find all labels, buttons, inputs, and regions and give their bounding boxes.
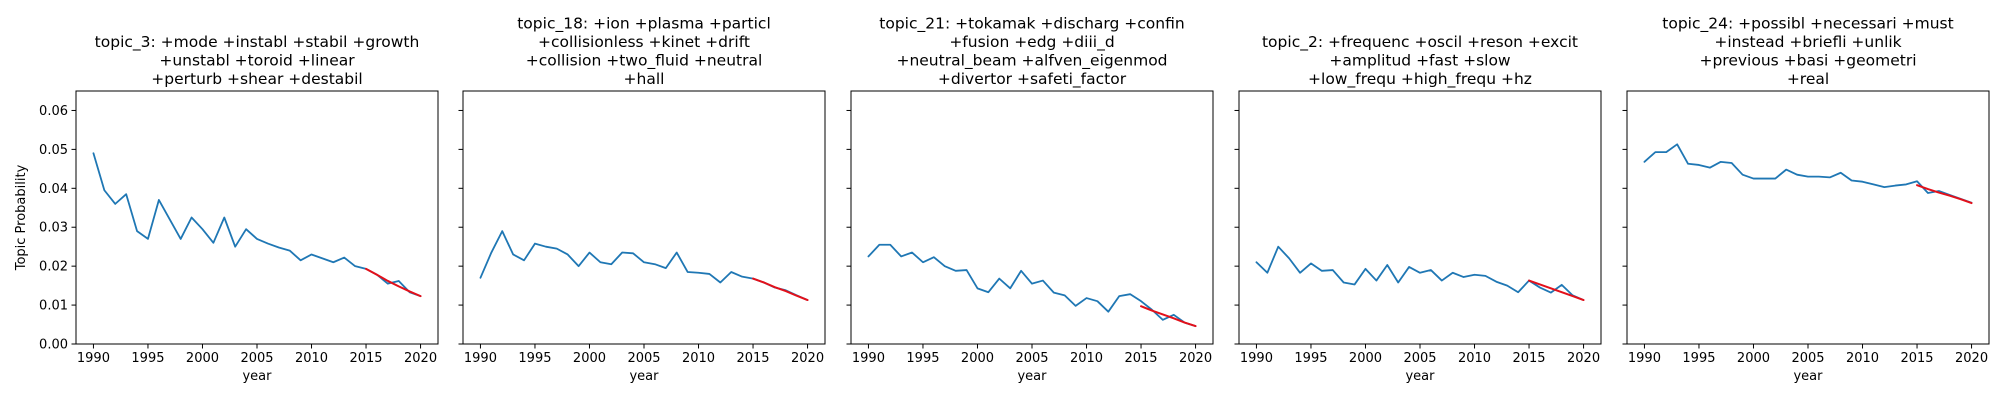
axes-frame	[75, 90, 439, 345]
x-tick-label: 1990	[852, 351, 885, 366]
x-tick-label: 2005	[627, 351, 660, 366]
series-line-trend	[1528, 279, 1585, 302]
axes-frame	[1626, 90, 1990, 345]
series-line-observed	[1643, 143, 1973, 204]
x-tick-label: 1990	[1240, 351, 1273, 366]
y-tick-label: 0.00	[39, 338, 68, 353]
panel-5: topic_24: +possibl +necessari +must+inst…	[1622, 15, 1990, 384]
x-tick-label: 1995	[131, 351, 164, 366]
panel-title-line: +collision +two_fluid +neutral	[526, 52, 763, 71]
y-tick-label: 0.03	[39, 221, 68, 236]
axes-frame	[1238, 90, 1602, 345]
panel-title-line: +hall	[624, 70, 665, 88]
x-tick-label: 1995	[906, 351, 939, 366]
x-tick-label: 2000	[1349, 351, 1382, 366]
panel-title-line: +unstabl +toroid +linear	[159, 52, 355, 70]
x-tick-label: 2015	[349, 351, 382, 366]
x-tick-label: 2020	[404, 351, 437, 366]
x-tick-label: 2000	[186, 351, 219, 366]
x-tick-label: 2010	[295, 351, 328, 366]
x-tick-label: 2005	[1403, 351, 1436, 366]
panel-2: topic_18: +ion +plasma +particl+collisio…	[458, 15, 826, 384]
panel-title-line: +instead +briefli +unlik	[1714, 33, 1901, 51]
x-tick-label: 2010	[1846, 351, 1879, 366]
panel-title-line: topic_3: +mode +instabl +stabil +growth	[95, 33, 420, 52]
x-tick-label: 2010	[682, 351, 715, 366]
series-line-trend	[752, 277, 809, 302]
panel-title-line: +perturb +shear +destabil	[151, 70, 362, 88]
series-line-trend	[365, 267, 422, 298]
x-tick-label: 2005	[1791, 351, 1824, 366]
x-tick-label: 2000	[1737, 351, 1770, 366]
x-tick-label: 1995	[1682, 351, 1715, 366]
x-tick-label: 1995	[518, 351, 551, 366]
y-tick-label: 0.06	[39, 104, 68, 119]
x-tick-label: 2010	[1458, 351, 1491, 366]
panel-title-line: +collisionless +kinet +drift	[538, 33, 750, 51]
x-axis-label: year	[629, 369, 659, 384]
y-tick-label: 0.05	[39, 143, 68, 158]
panel-title-line: +neutral_beam +alfven_eigenmod	[896, 52, 1167, 71]
panel-title-line: topic_24: +possibl +necessari +must	[1662, 15, 1953, 34]
x-tick-label: 2000	[961, 351, 994, 366]
axes-frame	[462, 90, 826, 345]
x-tick-label: 2005	[240, 351, 273, 366]
x-axis-label: year	[1405, 369, 1435, 384]
x-tick-label: 1995	[1294, 351, 1327, 366]
x-tick-label: 2020	[1955, 351, 1988, 366]
panel-title-line: topic_2: +frequenc +oscil +reson +excit	[1262, 33, 1578, 52]
series-line-trend	[1140, 305, 1197, 328]
x-tick-label: 1990	[1628, 351, 1661, 366]
x-axis-label: year	[242, 369, 272, 384]
panel-3: topic_21: +tokamak +discharg +confin+fus…	[846, 15, 1214, 384]
panel-title-line: +divertor +safeti_factor	[938, 70, 1127, 89]
x-tick-label: 2015	[1900, 351, 1933, 366]
panel-4: topic_2: +frequenc +oscil +reson +excit+…	[1234, 33, 1602, 384]
x-axis-label: year	[1793, 369, 1823, 384]
panel-title-line: +real	[1787, 70, 1829, 88]
panel-title-line: +low_frequ +high_frequ +hz	[1308, 70, 1532, 89]
panel-title-line: topic_18: +ion +plasma +particl	[517, 15, 771, 34]
y-tick-label: 0.01	[39, 299, 68, 314]
series-line-observed	[479, 230, 809, 301]
series-line-observed	[1255, 245, 1585, 301]
series-line-observed	[867, 243, 1197, 328]
panel-title-line: topic_21: +tokamak +discharg +confin	[879, 15, 1184, 34]
x-tick-label: 1990	[77, 351, 110, 366]
x-axis-label: year	[1017, 369, 1047, 384]
panel-1: topic_3: +mode +instabl +stabil +growth+…	[14, 33, 439, 384]
y-tick-label: 0.04	[39, 182, 68, 197]
y-axis-label: Topic Probability	[14, 164, 29, 271]
panel-title-line: +amplitud +fast +slow	[1329, 52, 1511, 70]
x-tick-label: 1990	[464, 351, 497, 366]
axes-frame	[850, 90, 1214, 345]
x-tick-label: 2015	[1512, 351, 1545, 366]
panel-title-line: +previous +basi +geometri	[1699, 52, 1916, 70]
panel-title-line: +fusion +edg +diii_d	[949, 33, 1114, 52]
x-tick-label: 2005	[1015, 351, 1048, 366]
x-tick-label: 2020	[1179, 351, 1212, 366]
series-line-observed	[92, 152, 422, 298]
x-tick-label: 2020	[1567, 351, 1600, 366]
series-line-trend	[1916, 184, 1973, 205]
x-tick-label: 2010	[1070, 351, 1103, 366]
x-tick-label: 2015	[736, 351, 769, 366]
x-tick-label: 2000	[573, 351, 606, 366]
x-tick-label: 2015	[1124, 351, 1157, 366]
x-tick-label: 2020	[791, 351, 824, 366]
y-tick-label: 0.02	[39, 260, 68, 275]
